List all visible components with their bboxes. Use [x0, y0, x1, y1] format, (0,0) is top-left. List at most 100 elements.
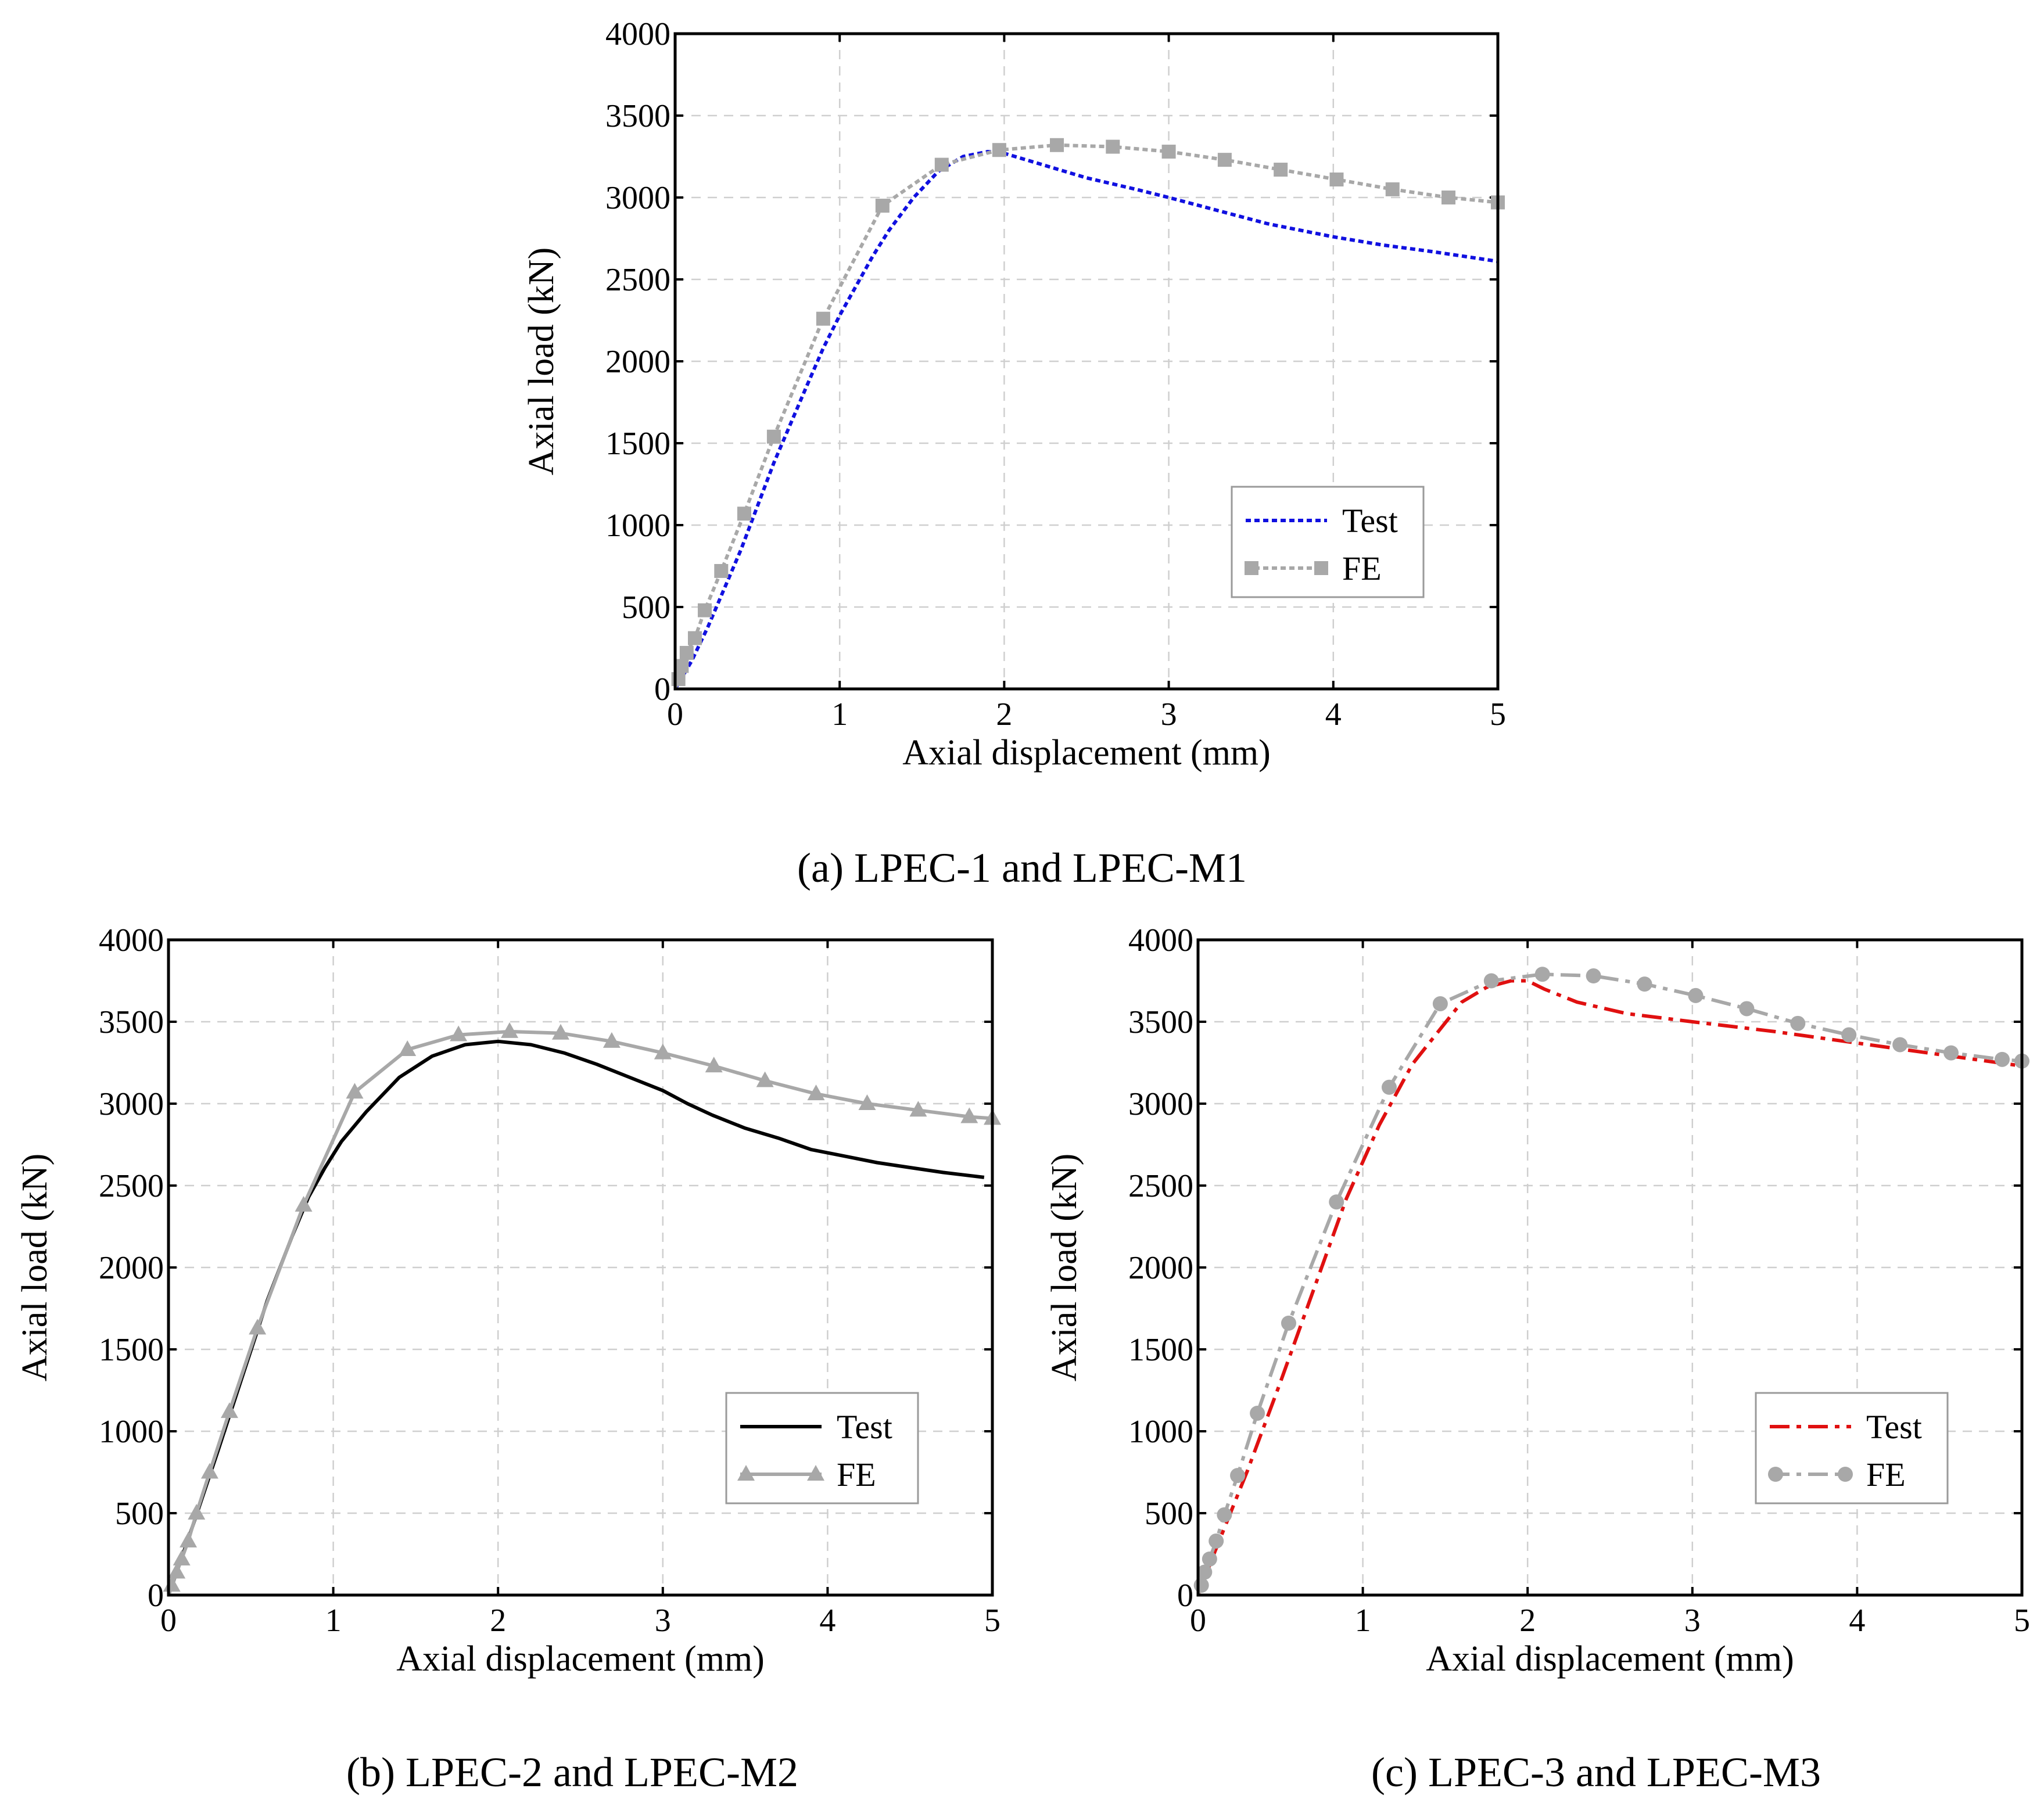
- data-point-fe: [399, 1040, 417, 1056]
- x-tick-label: 0: [1190, 1603, 1206, 1639]
- legend-marker-fe: [1768, 1467, 1783, 1482]
- data-point-fe: [220, 1402, 238, 1418]
- y-tick-label: 1000: [605, 508, 670, 544]
- y-tick-label: 4000: [605, 16, 670, 52]
- data-point-fe: [168, 1563, 186, 1579]
- data-point-fe: [1637, 976, 1652, 992]
- data-point-fe: [875, 199, 890, 213]
- y-axis-title: Axial load (kN): [15, 1154, 55, 1382]
- legend-label-test: Test: [1342, 502, 1398, 540]
- data-point-fe: [1161, 145, 1176, 159]
- chart-caption: (c) LPEC-3 and LPEC-M3: [1371, 1749, 1821, 1795]
- data-point-fe: [551, 1023, 569, 1040]
- data-point-fe: [992, 143, 1006, 157]
- y-tick-label: 2500: [605, 262, 670, 298]
- y-axis-title: Axial load (kN): [1045, 1154, 1084, 1382]
- plot-frame: [1196, 938, 2024, 1597]
- series-line-fe: [675, 143, 1498, 689]
- data-point-fe: [200, 1463, 218, 1479]
- y-tick-label: 3000: [99, 1086, 164, 1122]
- data-point-fe: [960, 1107, 978, 1123]
- data-point-fe: [249, 1319, 267, 1335]
- legend-marker-fe: [1838, 1467, 1853, 1482]
- data-point-fe: [1381, 1079, 1397, 1095]
- data-point-fe: [1193, 1578, 1209, 1593]
- y-tick-label: 3500: [1128, 1004, 1193, 1040]
- data-point-fe: [1790, 1015, 1806, 1031]
- data-point-fe: [1250, 1405, 1265, 1421]
- data-point-fe: [1483, 973, 1499, 989]
- x-tick-label: 1: [831, 696, 848, 732]
- x-tick-label: 1: [325, 1603, 342, 1639]
- data-point-fe: [858, 1094, 876, 1110]
- x-tick-label: 2: [1519, 1603, 1536, 1639]
- x-tick-label: 2: [490, 1603, 506, 1639]
- data-point-fe: [671, 672, 686, 687]
- data-point-fe: [675, 659, 689, 673]
- data-point-fe: [697, 603, 712, 617]
- x-axis-title: Axial displacement (mm): [396, 1639, 765, 1679]
- data-point-fe: [687, 631, 702, 645]
- y-tick-label: 3000: [1128, 1086, 1193, 1122]
- x-tick-label: 4: [819, 1603, 835, 1639]
- legend-box: [1231, 486, 1425, 598]
- data-point-fe: [1534, 967, 1550, 982]
- data-point-fe: [1892, 1037, 1908, 1053]
- chart-a: 0 1 2 3 4 5 0 500 1000 1500 2000 2500 3000 3500 4000 Ax…: [522, 16, 1506, 891]
- y-tick-label: 1500: [1128, 1332, 1193, 1368]
- data-point-fe: [1329, 172, 1344, 186]
- x-tick-label: 1: [1355, 1603, 1371, 1639]
- x-tick-label: 5: [2014, 1603, 2030, 1639]
- data-point-fe: [737, 507, 751, 521]
- data-point-fe: [705, 1057, 723, 1073]
- data-point-fe: [501, 1022, 519, 1038]
- data-point-fe: [1739, 1001, 1755, 1017]
- data-point-fe: [450, 1025, 468, 1042]
- data-point-fe: [909, 1101, 927, 1117]
- x-axis-title: Axial displacement (mm): [902, 733, 1271, 773]
- data-point-fe: [1586, 968, 1601, 984]
- y-tick-label: 1000: [99, 1414, 164, 1450]
- legend-label-test: Test: [1866, 1408, 1922, 1446]
- legend-label-fe: FE: [837, 1456, 876, 1493]
- x-tick-label: 3: [1684, 1603, 1701, 1639]
- legend-label-fe: FE: [1866, 1456, 1906, 1493]
- data-point-fe: [295, 1195, 313, 1212]
- x-tick-label: 3: [1161, 696, 1177, 732]
- y-tick-label: 1500: [605, 426, 670, 462]
- chart-caption: (b) LPEC-2 and LPEC-M2: [346, 1749, 798, 1795]
- x-tick-label: 4: [1849, 1603, 1865, 1639]
- data-point-fe: [807, 1084, 825, 1101]
- x-tick-label: 0: [160, 1603, 177, 1639]
- chart-caption: (a) LPEC-1 and LPEC-M1: [797, 845, 1247, 891]
- data-point-fe: [1202, 1551, 1217, 1567]
- y-tick-label: 2500: [1128, 1168, 1193, 1204]
- x-tick-label: 2: [996, 696, 1012, 732]
- data-point-fe: [603, 1032, 621, 1048]
- data-point-fe: [714, 563, 729, 578]
- data-point-fe: [188, 1504, 206, 1520]
- data-point-fe: [756, 1071, 774, 1087]
- data-point-fe: [1209, 1533, 1224, 1549]
- y-tick-label: 4000: [99, 922, 164, 958]
- series-line-test: [168, 1039, 985, 1595]
- data-point-fe: [1688, 987, 1704, 1003]
- y-tick-label: 2000: [99, 1250, 164, 1286]
- data-point-fe: [1329, 1194, 1344, 1210]
- legend-label-test: Test: [837, 1408, 892, 1446]
- plot-frame: [673, 32, 1500, 691]
- y-tick-label: 4000: [1128, 922, 1193, 958]
- y-tick-label: 3500: [99, 1004, 164, 1040]
- x-tick-label: 5: [1490, 696, 1506, 732]
- legend-marker-fe: [737, 1465, 755, 1481]
- x-tick-label: 5: [984, 1603, 1001, 1639]
- data-point-fe: [1197, 1564, 1213, 1580]
- y-tick-label: 3500: [605, 98, 670, 134]
- series-line-test: [675, 150, 1498, 689]
- data-point-fe: [180, 1531, 198, 1547]
- y-axis-title: Axial load (kN): [522, 247, 561, 476]
- data-point-fe: [816, 311, 830, 326]
- y-tick-label: 500: [622, 590, 670, 626]
- y-tick-label: 1500: [99, 1332, 164, 1368]
